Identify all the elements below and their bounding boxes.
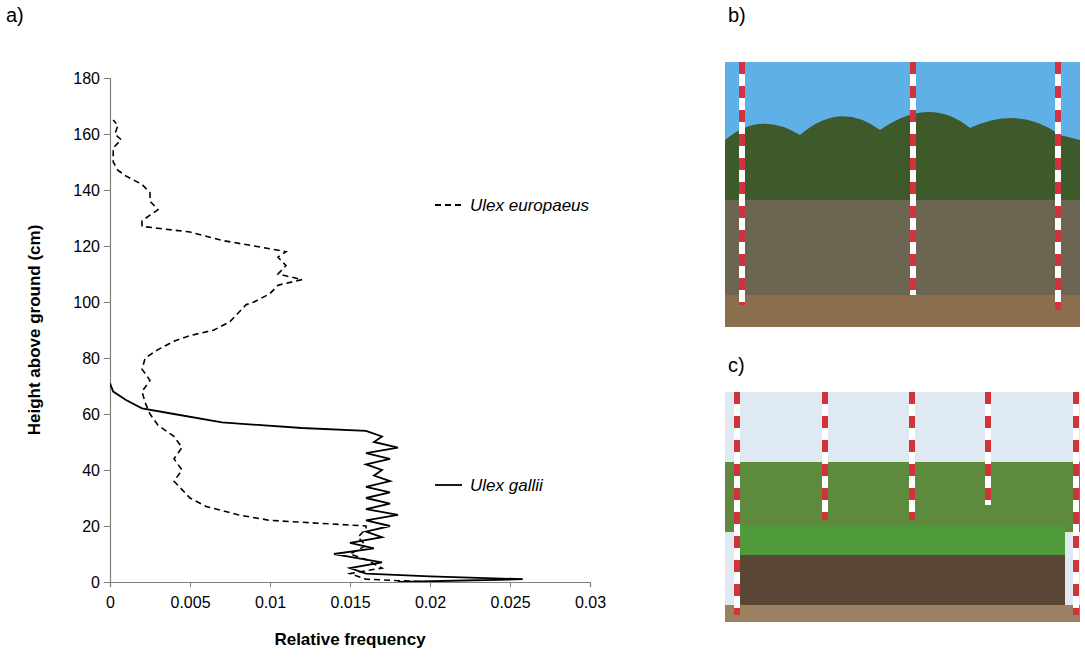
tick-mark: [270, 582, 271, 587]
sky: [725, 392, 1080, 622]
shrub: [725, 112, 1080, 327]
tick-mark: [104, 78, 110, 79]
y-tick: 180: [73, 70, 110, 87]
legend-swatch: [435, 204, 462, 206]
tick-label: 0.03: [575, 594, 606, 611]
tick-mark: [104, 358, 110, 359]
heath: [725, 462, 1080, 532]
panel-label: b): [728, 4, 746, 26]
tick-mark: [104, 246, 110, 247]
tick-label: 180: [73, 70, 100, 87]
pole: [1055, 62, 1061, 310]
legend-entry: Ulex europaeus: [435, 196, 590, 215]
tick-label: 140: [73, 182, 100, 199]
tick-label: 0.005: [170, 594, 210, 611]
pole-stripe: [822, 392, 828, 520]
legend-entry: Ulex gallii: [435, 476, 544, 495]
axis-line: [111, 583, 591, 588]
y-axis-title: Height above ground (cm): [25, 225, 44, 436]
tick-mark: [104, 302, 110, 303]
tick-mark: [104, 470, 110, 471]
panel-label: c): [728, 354, 745, 376]
tick-label: 80: [82, 350, 100, 367]
tick-label: 0.025: [490, 594, 530, 611]
tick-label: 0: [91, 574, 100, 591]
y-tick: 60: [82, 406, 110, 423]
tick-mark: [104, 190, 110, 191]
y-tick: 20: [82, 518, 110, 535]
photo-b: [725, 62, 1080, 327]
tick-label: 0: [106, 594, 115, 611]
tick-mark: [430, 582, 431, 587]
pole-stripe: [909, 392, 915, 520]
tick-label: 40: [82, 462, 100, 479]
tick-mark: [104, 526, 110, 527]
pole-stripe: [1055, 62, 1061, 310]
y-tick: 120: [73, 238, 110, 255]
sky: [725, 62, 1080, 327]
y-tick: 80: [82, 350, 110, 367]
y-tick: 140: [73, 182, 110, 199]
pole: [822, 392, 828, 520]
legend-swatch: [435, 484, 462, 486]
photo-c: [725, 392, 1080, 622]
x-tick: 0.025: [490, 582, 530, 611]
pole-stripe: [1073, 392, 1079, 615]
pole-stripe: [739, 62, 745, 305]
tick-mark: [104, 582, 110, 583]
ground: [725, 295, 1080, 327]
tick-label: 0.02: [415, 594, 446, 611]
legend: Ulex europaeus Ulex gallii: [435, 196, 590, 495]
x-axis-title: Relative frequency: [274, 630, 426, 649]
pole: [910, 62, 916, 295]
x-tick: 0: [106, 582, 115, 611]
shrub: [740, 525, 1065, 555]
y-axis: 0 20 40 60 80 100 120 140 160 180: [73, 70, 110, 591]
tick-mark: [190, 582, 191, 587]
y-tick: 160: [73, 126, 110, 143]
legend-label: Ulex europaeus: [470, 196, 590, 215]
tick-label: 0.01: [255, 594, 286, 611]
y-tick: 0: [91, 574, 110, 591]
y-tick: 100: [73, 294, 110, 311]
pole: [909, 392, 915, 520]
panel-label: a): [6, 4, 24, 26]
tick-label: 60: [82, 406, 100, 423]
tick-label: 100: [73, 294, 100, 311]
figure: 0 0.005 0.01 0.015 0.02 0.025 0.03 0 20 40 60 80 100…: [0, 0, 1085, 658]
x-tick: 0.005: [170, 582, 210, 611]
stems: [725, 200, 1080, 327]
x-tick: 0.03: [575, 582, 606, 611]
lines: [110, 120, 523, 582]
tick-label: 160: [73, 126, 100, 143]
y-tick: 40: [82, 462, 110, 479]
pole-stripe: [985, 392, 991, 505]
stems: [740, 555, 1065, 610]
pole: [985, 392, 991, 505]
tick-label: 120: [73, 238, 100, 255]
ground: [725, 605, 1080, 622]
tick-label: 0.015: [330, 594, 370, 611]
tick-label: 20: [82, 518, 100, 535]
pole: [734, 392, 740, 615]
x-axis: 0 0.005 0.01 0.015 0.02 0.025 0.03: [106, 582, 606, 611]
pole-stripe: [910, 62, 916, 295]
tick-mark: [104, 134, 110, 135]
series-line: [110, 383, 523, 582]
tick-mark: [590, 582, 591, 587]
tick-mark: [350, 582, 351, 587]
tick-mark: [104, 414, 110, 415]
pole-stripe: [734, 392, 740, 615]
x-tick: 0.015: [330, 582, 370, 611]
axis-line: [104, 79, 111, 583]
pole: [1073, 392, 1079, 615]
x-tick: 0.01: [255, 582, 286, 611]
pole: [739, 62, 745, 305]
legend-label: Ulex gallii: [470, 476, 544, 495]
tick-mark: [510, 582, 511, 587]
x-tick: 0.02: [415, 582, 446, 611]
